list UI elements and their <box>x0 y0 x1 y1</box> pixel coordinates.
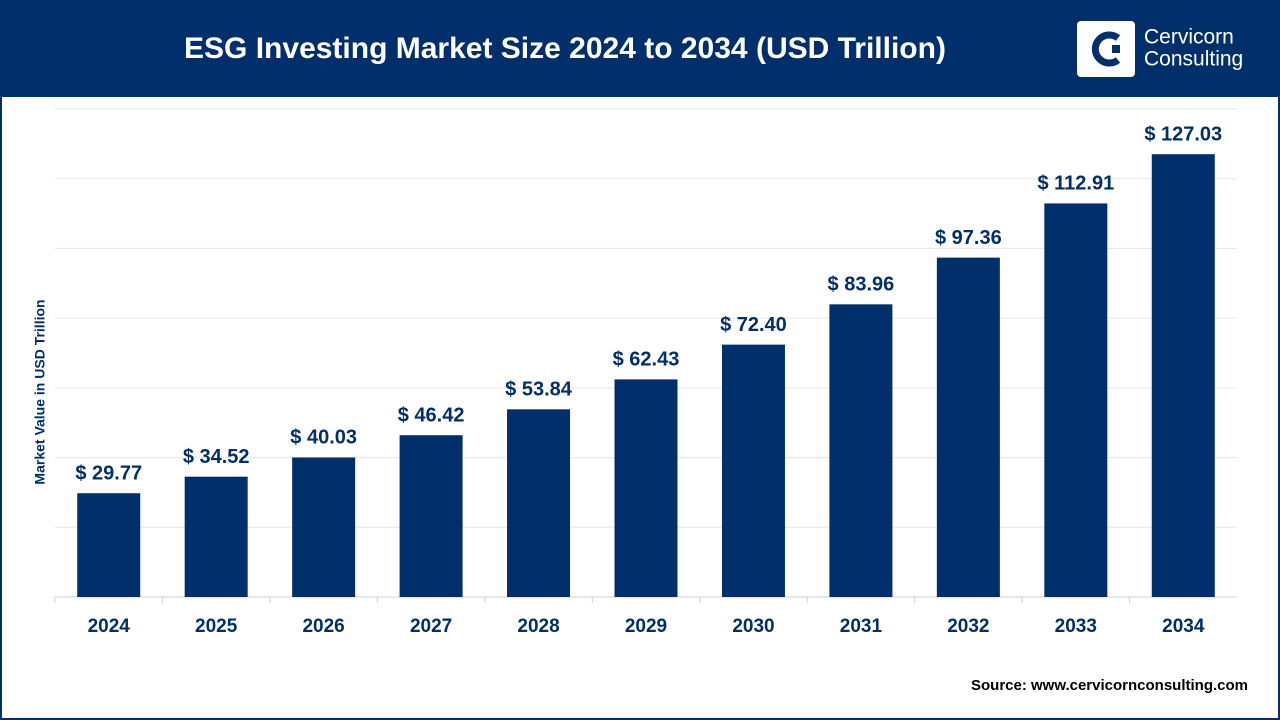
value-label: $ 29.77 <box>75 463 142 485</box>
x-tick-label: 2028 <box>517 616 559 637</box>
value-label: $ 34.52 <box>183 446 250 468</box>
logo-text: Consulting <box>1144 48 1243 71</box>
x-tick-label: 2033 <box>1055 616 1097 637</box>
bar <box>292 457 356 597</box>
source: Source: www.cervicornconsulting.com <box>971 677 1248 694</box>
bar <box>184 476 248 597</box>
x-tick-label: 2030 <box>732 616 774 637</box>
x-tick-label: 2026 <box>302 616 344 637</box>
chart-title: ESG Investing Market Size 2024 to 2034 (… <box>184 32 946 65</box>
value-label: $ 53.84 <box>505 379 573 401</box>
bar <box>614 379 678 597</box>
logo-text: Cervicorn <box>1144 26 1234 49</box>
x-tick-label: 2029 <box>625 616 667 637</box>
logo-icon <box>1077 21 1135 77</box>
logo-mark <box>1091 31 1121 67</box>
x-tick-label: 2024 <box>88 616 131 637</box>
x-tick-label: 2034 <box>1162 616 1205 637</box>
x-tick-label: 2031 <box>840 616 883 637</box>
value-label: $ 62.43 <box>613 349 680 371</box>
value-label: $ 72.40 <box>720 314 787 336</box>
value-label: $ 112.91 <box>1037 173 1114 195</box>
bar <box>936 257 1000 597</box>
value-label: $ 83.96 <box>828 274 895 296</box>
y-axis-label: Market Value in USD Trillion <box>32 299 48 484</box>
bar <box>399 435 463 597</box>
value-label: $ 46.42 <box>398 404 465 426</box>
bar <box>829 304 893 597</box>
bar <box>1151 154 1215 597</box>
value-label: $ 127.03 <box>1144 123 1222 145</box>
logo-dot <box>1112 45 1120 53</box>
x-tick-label: 2027 <box>410 616 452 637</box>
x-tick-label: 2025 <box>195 616 238 637</box>
value-label: $ 97.36 <box>935 227 1002 249</box>
bar <box>1044 203 1108 598</box>
value-label: $ 40.03 <box>290 427 357 449</box>
header-band <box>0 0 1280 97</box>
bar <box>77 493 141 597</box>
x-tick-label: 2032 <box>947 616 989 637</box>
bar <box>507 409 571 597</box>
bar <box>721 344 785 597</box>
